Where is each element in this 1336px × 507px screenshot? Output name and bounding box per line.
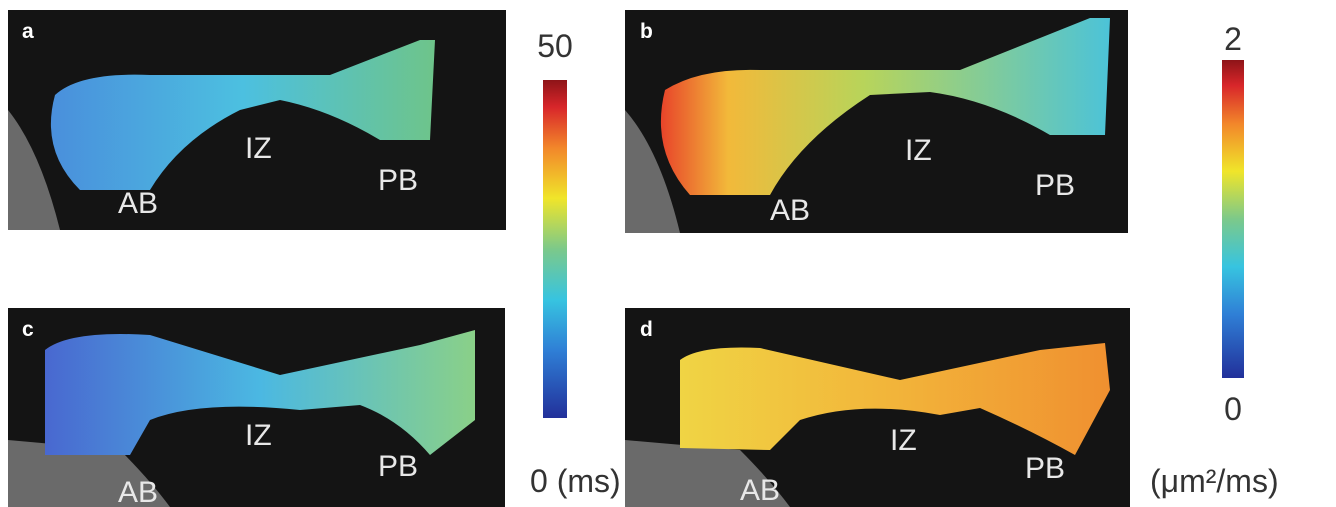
region-label: PB	[378, 164, 418, 197]
region-label: IZ	[245, 132, 272, 165]
panel-b: b AB IZ PB	[625, 10, 1128, 233]
map	[660, 18, 1110, 195]
region-label: PB	[1035, 169, 1075, 202]
region-label: PB	[378, 450, 418, 483]
region-label: IZ	[890, 424, 917, 457]
tissue	[625, 440, 790, 507]
tissue	[8, 440, 170, 507]
panel-letter: a	[22, 20, 34, 43]
tissue	[625, 110, 680, 233]
colorbar-unit: (μm²/ms)	[1150, 463, 1279, 499]
colorbar-min: 0 (ms)	[530, 463, 621, 499]
region-label: AB	[740, 474, 780, 507]
map	[680, 343, 1110, 455]
colorbar-max: 2	[1224, 21, 1242, 57]
colorbar-min: 0	[1224, 391, 1242, 427]
panel-letter: b	[640, 20, 653, 43]
region-label: AB	[770, 194, 810, 227]
colorbar: 2 0 (μm²/ms)	[1150, 21, 1279, 499]
colorbar-max: 50	[537, 28, 573, 64]
panel-a: a AB IZ PB	[8, 10, 506, 230]
region-label: AB	[118, 476, 158, 507]
panel-c: c AB IZ PB	[8, 308, 505, 507]
colorbar: 50 0 (ms)	[530, 28, 621, 499]
colorbar-scale	[543, 80, 567, 418]
region-label: IZ	[905, 134, 932, 167]
region-label: IZ	[245, 419, 272, 452]
region-label: AB	[118, 187, 158, 220]
map	[50, 40, 435, 190]
tissue	[8, 110, 60, 230]
panel-letter: d	[640, 318, 653, 341]
region-label: PB	[1025, 452, 1065, 485]
panel-d: d AB IZ PB	[625, 308, 1130, 507]
colorbar-scale	[1222, 60, 1244, 378]
panel-letter: c	[22, 318, 34, 341]
map	[45, 330, 475, 455]
